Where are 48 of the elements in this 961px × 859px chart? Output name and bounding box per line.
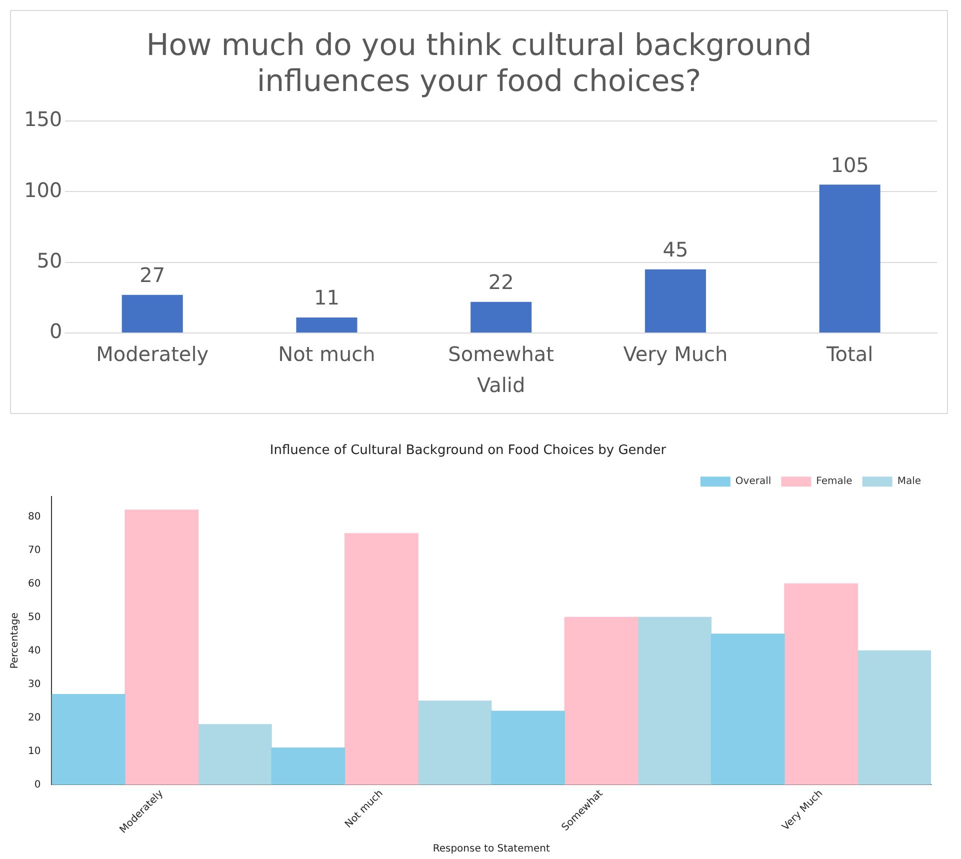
y-tick-label: 30	[28, 678, 41, 690]
y-tick-label: 10	[28, 746, 41, 757]
bar	[296, 317, 358, 332]
bar	[491, 710, 565, 785]
bar	[122, 294, 183, 332]
bar	[784, 583, 858, 785]
data-label: 45	[662, 238, 688, 262]
data-label: 105	[830, 152, 869, 177]
y-tick-label: 40	[28, 645, 41, 656]
chart-title: Influence of Cultural Background on Food Choices by Gender	[270, 443, 667, 458]
bar	[124, 510, 199, 785]
bar	[52, 694, 126, 785]
y-tick-label: 100	[24, 178, 62, 202]
x-tick-label: Moderately	[96, 342, 209, 366]
bar	[198, 724, 272, 785]
chart-title: How much do you think cultural background influences your food choices?	[146, 28, 812, 99]
y-axis-title: Percentage	[10, 612, 21, 669]
legend-label: Overall	[735, 476, 772, 488]
y-tick-label: 20	[28, 712, 41, 724]
bar	[344, 533, 418, 785]
y-tick-label: 0	[49, 319, 62, 344]
y-tick-label: 150	[24, 107, 62, 132]
bar	[638, 616, 712, 785]
y-tick-label: 60	[28, 578, 41, 590]
x-axis-title: Valid	[476, 373, 526, 398]
y-tick-label: 50	[28, 612, 41, 623]
bar	[644, 269, 706, 332]
bar	[271, 748, 346, 785]
bar	[819, 184, 880, 332]
y-tick-label: 80	[28, 511, 41, 522]
bar	[470, 302, 532, 332]
y-tick-label: 50	[36, 248, 62, 273]
legend-label: Male	[897, 476, 921, 488]
bar	[418, 700, 492, 785]
bar	[564, 616, 638, 785]
x-tick-label: Total	[825, 342, 874, 366]
x-axis-title: Response to Statement	[432, 844, 550, 855]
x-tick-label: Somewhat	[448, 342, 554, 366]
bar	[710, 634, 785, 785]
data-label: 27	[140, 263, 166, 288]
data-label: 22	[488, 270, 514, 294]
y-tick-label: 70	[28, 544, 41, 556]
legend-label: Female	[816, 476, 852, 488]
x-tick-label: Very Much	[623, 342, 728, 366]
bar	[857, 650, 931, 785]
y-tick-label: 0	[34, 779, 41, 790]
x-tick-label: Not much	[278, 342, 376, 366]
data-label: 11	[314, 286, 340, 310]
